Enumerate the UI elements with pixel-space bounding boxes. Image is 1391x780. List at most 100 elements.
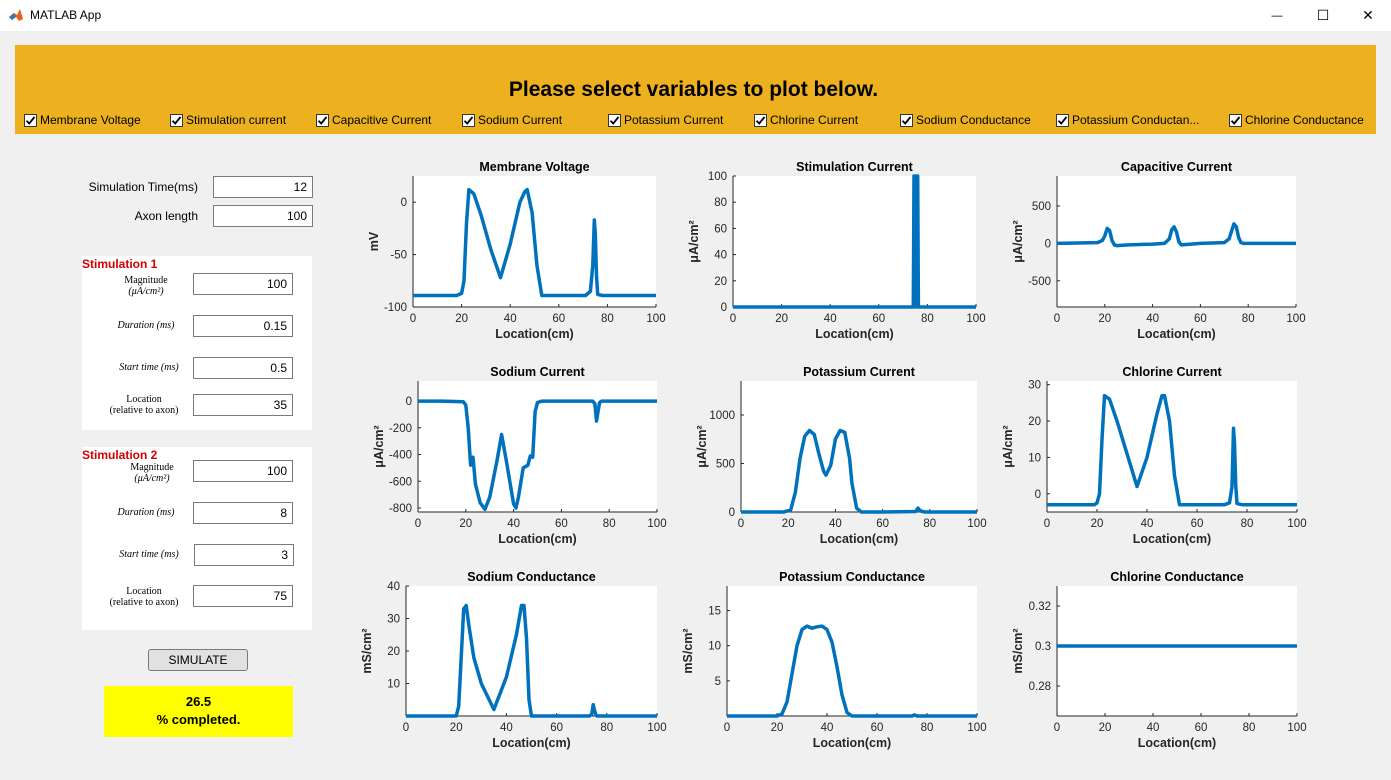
- checkbox-item[interactable]: Potassium Current: [608, 113, 723, 127]
- checkbox-label: Potassium Conductan...: [1072, 113, 1200, 127]
- x-tick-label: 40: [1141, 518, 1154, 530]
- checkbox-box[interactable]: [900, 113, 913, 127]
- checkbox-label: Capacitive Current: [332, 113, 432, 127]
- checkbox-label: Membrane Voltage: [40, 113, 141, 127]
- x-tick-label: 20: [1099, 722, 1112, 734]
- stim2-duration-label: Duration (ms): [117, 507, 175, 518]
- panel-heading: Please select variables to plot below.: [508, 78, 879, 101]
- x-tick-label: 100: [647, 722, 666, 734]
- x-tick-label: 60: [550, 722, 563, 734]
- stim2-magnitude-field[interactable]: 100: [193, 460, 293, 482]
- checkbox-item[interactable]: Stimulation current: [170, 113, 286, 127]
- y-tick-label: 40: [387, 581, 400, 593]
- x-tick-label: 60: [872, 313, 885, 325]
- window-titlebar: MATLAB App — ☐ ✕: [0, 0, 1391, 31]
- maximize-button[interactable]: ☐: [1300, 0, 1346, 31]
- x-tick-label: 80: [1241, 518, 1254, 530]
- y-tick-label: 0: [401, 197, 407, 209]
- progress-indicator: 26.5 % completed.: [104, 686, 293, 737]
- checkbox-label: Potassium Current: [624, 113, 724, 127]
- checkbox-item[interactable]: Chlorine Current: [754, 113, 858, 127]
- x-tick-label: 0: [738, 518, 744, 530]
- x-tick-label: 0: [724, 722, 730, 734]
- x-axis-label: Location(cm): [1137, 327, 1215, 341]
- x-tick-label: 0: [1054, 313, 1060, 325]
- y-axis-label: mS/cm²: [681, 628, 695, 673]
- stim1-magnitude-unit: (μA/cm²): [128, 286, 164, 297]
- minimize-button[interactable]: —: [1254, 0, 1300, 31]
- checkbox-label: Sodium Current: [478, 113, 563, 127]
- checkbox-item[interactable]: Sodium Conductance: [900, 113, 1031, 127]
- x-tick-label: 80: [1242, 313, 1255, 325]
- simulate-button[interactable]: SIMULATE: [148, 649, 248, 671]
- checkbox-item[interactable]: Membrane Voltage: [24, 113, 141, 127]
- y-tick-label: 0: [1045, 238, 1051, 250]
- chart-title: Stimulation Current: [796, 160, 914, 174]
- x-tick-label: 60: [876, 518, 889, 530]
- x-tick-label: 20: [782, 518, 795, 530]
- stim1-start-time-label: Start time (ms): [119, 362, 179, 373]
- checkbox-box[interactable]: [608, 113, 621, 127]
- series-line: [741, 428, 977, 514]
- chart-title: Membrane Voltage: [479, 160, 589, 174]
- y-tick-label: 40: [714, 250, 727, 262]
- stim2-duration-field[interactable]: 8: [193, 502, 293, 524]
- checkbox-item[interactable]: Capacitive Current: [316, 113, 431, 127]
- chart-title: Sodium Current: [490, 365, 585, 379]
- stim2-start-time-field[interactable]: 3: [194, 544, 294, 566]
- checkbox-item[interactable]: Chlorine Conductance: [1229, 113, 1364, 127]
- checkbox-label: Sodium Conductance: [916, 113, 1031, 127]
- stim1-duration-field[interactable]: 0.15: [193, 315, 293, 337]
- checkmark-icon: [317, 115, 328, 125]
- stim2-location-field[interactable]: 75: [193, 585, 293, 607]
- x-axis-label: Location(cm): [498, 532, 576, 546]
- x-tick-label: 20: [450, 722, 463, 734]
- checkbox-item[interactable]: Sodium Current: [462, 113, 562, 127]
- progress-value: 26.5: [185, 694, 212, 709]
- y-tick-label: -400: [389, 450, 412, 462]
- x-tick-label: 80: [600, 722, 613, 734]
- axon-length-field[interactable]: 100: [213, 205, 313, 227]
- chart-4: 0 20 40 60 80 100 -800 -600 -400 -200 0 Sodium Curr…: [372, 365, 667, 546]
- y-tick-label: 0: [1035, 489, 1041, 501]
- checkbox-box[interactable]: [462, 113, 475, 127]
- x-tick-label: 60: [1195, 722, 1208, 734]
- x-tick-label: 100: [647, 518, 666, 530]
- checkbox-box[interactable]: [24, 113, 37, 127]
- checkbox-box[interactable]: [754, 113, 767, 127]
- x-tick-label: 60: [555, 518, 568, 530]
- checkmark-icon: [1230, 115, 1241, 125]
- stim2-location-label: Location (relative to axon): [102, 586, 186, 608]
- checkbox-box[interactable]: [170, 113, 183, 127]
- checkbox-item[interactable]: Potassium Conductan...: [1056, 113, 1199, 127]
- chart-1: 0 20 40 60 80 100 -100 -50 0 Membrane Voltage Loca…: [367, 160, 666, 341]
- checkbox-box[interactable]: [1056, 113, 1069, 127]
- axon-length-label: Axon length: [134, 209, 198, 223]
- chart-background: [406, 586, 657, 716]
- chart-title: Potassium Conductance: [779, 570, 925, 584]
- y-tick-label: 500: [1032, 201, 1051, 213]
- y-tick-label: -100: [384, 302, 407, 314]
- stim1-start-time-field[interactable]: 0.5: [193, 357, 293, 379]
- x-tick-label: 40: [824, 313, 837, 325]
- y-axis-label: μA/cm²: [1011, 220, 1025, 262]
- y-tick-label: 100: [708, 171, 727, 183]
- checkbox-box[interactable]: [316, 113, 329, 127]
- stim1-location-field[interactable]: 35: [193, 394, 293, 416]
- x-tick-label: 0: [403, 722, 409, 734]
- y-tick-label: -800: [389, 503, 412, 515]
- stim1-magnitude-field[interactable]: 100: [193, 273, 293, 295]
- checkbox-box[interactable]: [1229, 113, 1242, 127]
- x-tick-label: 60: [1194, 313, 1207, 325]
- series-line: [733, 174, 976, 309]
- y-tick-label: -600: [389, 476, 412, 488]
- x-tick-label: 100: [1287, 722, 1306, 734]
- stim1-location-label: Location (relative to axon): [102, 394, 186, 416]
- close-button[interactable]: ✕: [1345, 0, 1391, 31]
- checkmark-icon: [25, 115, 36, 125]
- simulation-time-field[interactable]: 12: [213, 176, 313, 198]
- x-tick-label: 100: [1286, 313, 1305, 325]
- y-axis-label: mS/cm²: [1011, 628, 1025, 673]
- x-tick-label: 80: [603, 518, 616, 530]
